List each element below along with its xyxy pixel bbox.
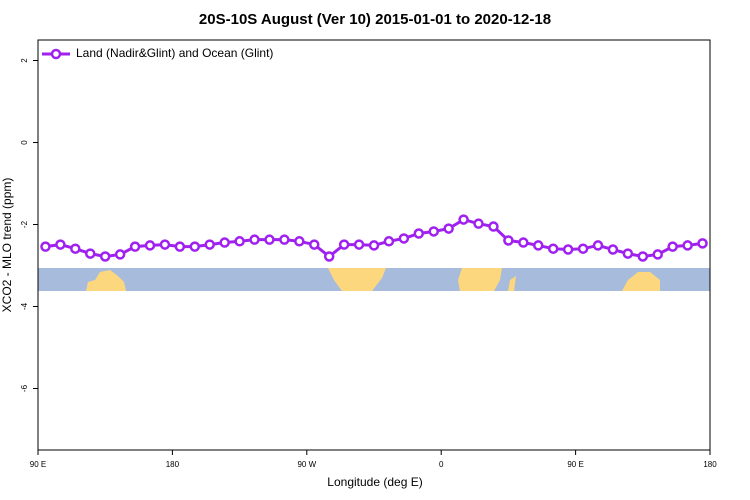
point (622, 248, 634, 259)
point (562, 244, 574, 255)
point (607, 244, 619, 255)
y-axis-label: XCO2 - MLO trend (ppm) (0, 178, 14, 313)
point (55, 239, 66, 250)
point (592, 240, 604, 251)
legend-marker (50, 48, 62, 60)
y-tick-label: -2 (20, 220, 29, 228)
point (338, 239, 350, 250)
point (294, 236, 305, 247)
x-axis-label: Longitude (deg E) (327, 475, 422, 489)
point (234, 236, 245, 247)
series-line (45, 217, 703, 259)
point (533, 240, 544, 251)
point (85, 248, 96, 259)
point (159, 239, 171, 250)
point (637, 251, 649, 262)
point (70, 243, 81, 254)
legend-label: Land (Nadir&Glint) and Ocean (Glint) (76, 46, 273, 60)
point (279, 234, 290, 245)
point (503, 235, 514, 246)
point (577, 243, 589, 254)
x-tick-label: 90 E (567, 460, 583, 469)
point (368, 240, 380, 251)
point (443, 223, 454, 234)
point (667, 241, 678, 252)
point (323, 251, 335, 262)
point (383, 236, 395, 247)
point (428, 226, 439, 237)
x-tick-label: 0 (439, 460, 444, 469)
y-tick-label: -6 (20, 384, 29, 392)
point (458, 214, 469, 225)
point (144, 240, 156, 251)
y-tick-label: -4 (20, 302, 29, 310)
point (40, 241, 51, 252)
point (518, 237, 529, 248)
point (547, 243, 559, 254)
point (413, 228, 425, 239)
map-strip (38, 268, 710, 291)
point (249, 234, 260, 245)
chart-title: 20S-10S August (Ver 10) 2015-01-01 to 20… (199, 11, 551, 28)
point (652, 249, 663, 260)
point (682, 240, 693, 251)
point (697, 238, 708, 249)
point (129, 241, 141, 252)
y-tick-label: 2 (20, 58, 29, 63)
x-tick-label: 180 (166, 460, 180, 469)
point (99, 251, 111, 262)
point (353, 239, 365, 250)
point (264, 234, 275, 245)
point (114, 249, 126, 260)
point (189, 241, 201, 252)
y-tick-label: 0 (20, 140, 29, 145)
plot-frame (37, 39, 711, 451)
legend: Land (Nadir&Glint) and Ocean (Glint) (42, 46, 273, 60)
point (488, 221, 499, 232)
point (309, 239, 320, 250)
x-tick-label: 90 E (30, 460, 46, 469)
x-tick-label: 180 (703, 460, 717, 469)
point (174, 241, 186, 252)
point (204, 239, 215, 250)
point (473, 218, 484, 229)
point (398, 233, 410, 244)
point (219, 237, 230, 248)
x-tick-label: 90 W (297, 460, 316, 469)
